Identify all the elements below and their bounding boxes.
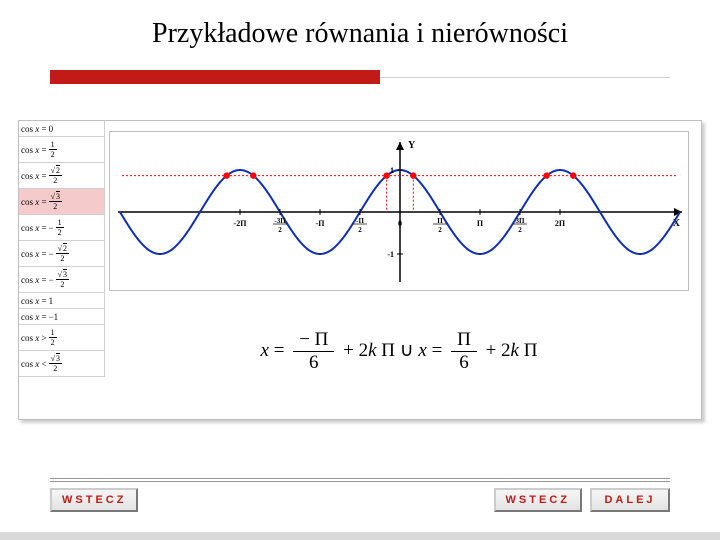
svg-text:-Π: -Π (316, 219, 326, 228)
svg-text:0: 0 (398, 219, 402, 228)
back-button[interactable]: WSTECZ (50, 488, 138, 512)
equation-row[interactable]: cos x = 0 (19, 121, 105, 137)
chart-box: XY-2Π-3Π2-Π-Π20Π2Π3Π22Π1-1 (109, 131, 689, 291)
footer-line (50, 481, 670, 482)
footer: WSTECZ WSTECZ DALEJ (50, 478, 670, 512)
svg-text:-1: -1 (387, 250, 394, 259)
next-button[interactable]: DALEJ (590, 488, 670, 512)
equation-row[interactable]: cos x = −√32 (19, 267, 105, 293)
back-button-2[interactable]: WSTECZ (494, 488, 582, 512)
footer-buttons: WSTECZ WSTECZ DALEJ (50, 488, 670, 512)
page-title: Przykładowe równania i nierówności (0, 0, 720, 60)
equation-row[interactable]: cos x = √22 (19, 163, 105, 189)
footer-line (50, 478, 670, 479)
svg-text:Π: Π (477, 219, 484, 228)
equation-row[interactable]: cos x = 1 (19, 293, 105, 309)
equation-row[interactable]: cos x = −√22 (19, 241, 105, 267)
svg-text:2: 2 (438, 226, 442, 234)
equation-row[interactable]: cos x > 12 (19, 325, 105, 351)
svg-text:2: 2 (278, 226, 282, 234)
equation-row[interactable]: cos x = −12 (19, 215, 105, 241)
svg-text:2: 2 (358, 226, 362, 234)
equation-row[interactable]: cos x = √32 (19, 189, 105, 215)
equation-row[interactable]: cos x < √32 (19, 351, 105, 377)
content-panel: cos x = 0cos x = 12cos x = √22cos x = √3… (18, 120, 702, 420)
accent-bar (50, 70, 380, 84)
solution-formula: x = − Π6 + 2k Π ∪ x = Π6 + 2k Π (109, 329, 689, 374)
svg-text:1: 1 (390, 166, 394, 175)
accent-bar-row (50, 70, 720, 84)
equation-row[interactable]: cos x = 12 (19, 137, 105, 163)
accent-line (380, 77, 670, 78)
svg-text:2Π: 2Π (555, 219, 566, 228)
svg-text:Y: Y (408, 140, 416, 151)
svg-text:2: 2 (518, 226, 522, 234)
svg-text:-2Π: -2Π (234, 219, 248, 228)
equation-row[interactable]: cos x = −1 (19, 309, 105, 325)
bottom-shadow (0, 532, 720, 540)
cosine-chart: XY-2Π-3Π2-Π-Π20Π2Π3Π22Π1-1 (110, 132, 690, 292)
equation-list: cos x = 0cos x = 12cos x = √22cos x = √3… (19, 121, 105, 377)
